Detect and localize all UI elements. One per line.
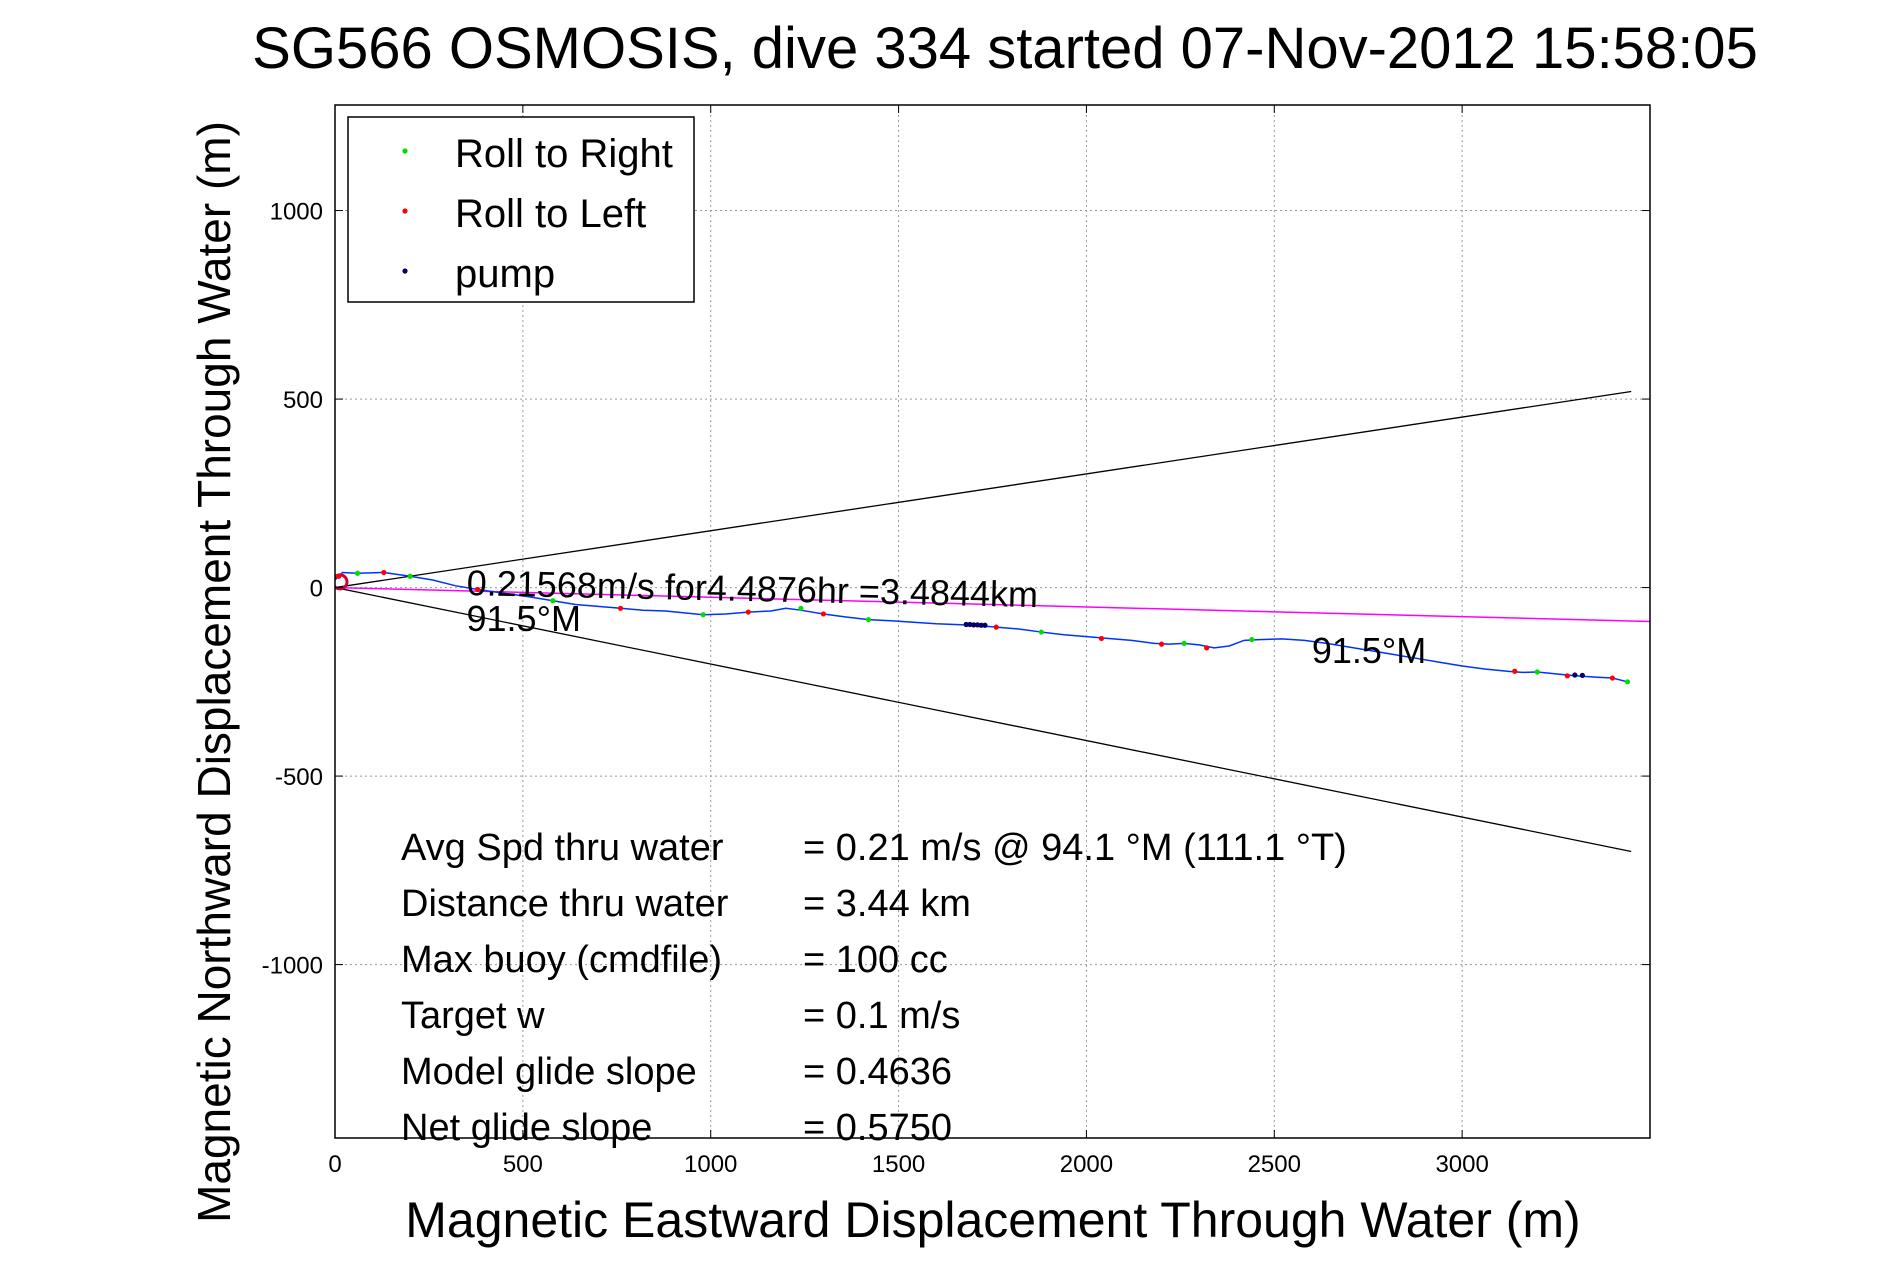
legend-label: Roll to Left bbox=[455, 192, 646, 236]
roll-left-point bbox=[820, 611, 827, 617]
roll-right-point bbox=[1534, 669, 1540, 675]
pump-point bbox=[978, 622, 984, 628]
roll-left-point bbox=[617, 605, 624, 611]
pump-point bbox=[967, 621, 973, 628]
stat-label: Max buoy (cmdfile) bbox=[401, 939, 722, 981]
roll-right-point bbox=[354, 570, 361, 576]
roll-left-point bbox=[1609, 675, 1616, 681]
roll-right-point bbox=[550, 598, 556, 604]
y-tick-label: 500 bbox=[283, 387, 323, 414]
roll-left-point bbox=[993, 624, 999, 630]
pump-point bbox=[974, 622, 981, 628]
roll-right-point bbox=[1624, 679, 1631, 685]
stat-value: = 0.21 m/s @ 94.1 °M (111.1 °T) bbox=[803, 827, 1347, 869]
ticks: 0 500 1000 1500 2000 2500 3000 -1000 -500 0 500 100… bbox=[262, 105, 1650, 1178]
x-tick-label: 0 bbox=[328, 1151, 341, 1178]
x-tick-label: 1500 bbox=[872, 1151, 925, 1178]
pump-point bbox=[1572, 672, 1578, 678]
legend: Roll to Right Roll to Left pump bbox=[347, 116, 695, 303]
cone-line-upper bbox=[335, 390, 1632, 589]
x-tick-label: 1000 bbox=[684, 1151, 737, 1178]
annotation-heading-start: 91.5°M bbox=[467, 598, 581, 639]
pump-point bbox=[963, 621, 969, 628]
x-tick-label: 2000 bbox=[1060, 1151, 1113, 1178]
plot-frame bbox=[334, 104, 1651, 1139]
x-axis-label: Magnetic Eastward Displacement Through W… bbox=[405, 1192, 1580, 1248]
stat-value: = 3.44 km bbox=[803, 883, 971, 925]
roll-left-point bbox=[1098, 635, 1105, 642]
pump-point bbox=[1579, 672, 1585, 679]
y-tick-label: -500 bbox=[275, 764, 323, 791]
chart-title: SG566 OSMOSIS, dive 334 started 07-Nov-2… bbox=[252, 16, 1758, 81]
current-line bbox=[335, 586, 1650, 623]
y-tick-label: -1000 bbox=[262, 953, 323, 980]
stat-value: = 0.4636 bbox=[803, 1051, 952, 1093]
legend-marker bbox=[402, 268, 408, 274]
stat-value: = 0.5750 bbox=[803, 1107, 952, 1149]
roll-left-point bbox=[1564, 673, 1570, 679]
roll-right-point bbox=[798, 605, 804, 611]
y-tick-label: 1000 bbox=[270, 199, 323, 226]
stat-label: Model glide slope bbox=[401, 1051, 697, 1093]
roll-left-point bbox=[1512, 668, 1518, 674]
x-tick-label: 2500 bbox=[1248, 1151, 1301, 1178]
roll-left-point bbox=[1158, 641, 1165, 647]
roll-right-point bbox=[1038, 629, 1044, 635]
roll-right-point bbox=[700, 612, 706, 618]
roll-right-point bbox=[1249, 636, 1255, 643]
stat-value: = 0.1 m/s bbox=[803, 995, 960, 1037]
y-axis-label: Magnetic Northward Displacement Through … bbox=[188, 121, 240, 1223]
roll-left-point bbox=[745, 609, 751, 615]
pump-point bbox=[971, 622, 977, 628]
track-line bbox=[335, 571, 1628, 683]
x-tick-label: 500 bbox=[503, 1151, 543, 1178]
roll-right-point bbox=[865, 617, 872, 623]
roll-right-point bbox=[1181, 640, 1187, 646]
y-tick-label: 0 bbox=[310, 576, 323, 603]
stat-value: = 100 cc bbox=[803, 939, 948, 981]
roll-left-point bbox=[336, 573, 342, 579]
roll-left-point bbox=[1204, 645, 1210, 651]
stat-label: Avg Spd thru water bbox=[401, 827, 724, 869]
pump-point bbox=[982, 622, 988, 628]
x-tick-label: 3000 bbox=[1435, 1151, 1488, 1178]
roll-left-point bbox=[381, 569, 387, 576]
plot-lines bbox=[335, 390, 1650, 853]
roll-right-point bbox=[407, 573, 413, 579]
legend-marker bbox=[402, 148, 408, 154]
roll-left-point bbox=[475, 586, 481, 593]
stat-label: Distance thru water bbox=[401, 883, 729, 925]
stat-label: Target w bbox=[401, 995, 545, 1037]
stats-block: Avg Spd thru water = 0.21 m/s @ 94.1 °M (… bbox=[401, 827, 1347, 1149]
annotation-heading-end: 91.5°M bbox=[1312, 630, 1426, 671]
cone-line-lower bbox=[335, 586, 1632, 853]
legend-label: pump bbox=[455, 252, 555, 296]
stat-label: Net glide slope bbox=[401, 1107, 652, 1149]
legend-label: Roll to Right bbox=[455, 132, 673, 176]
legend-marker bbox=[402, 208, 408, 214]
